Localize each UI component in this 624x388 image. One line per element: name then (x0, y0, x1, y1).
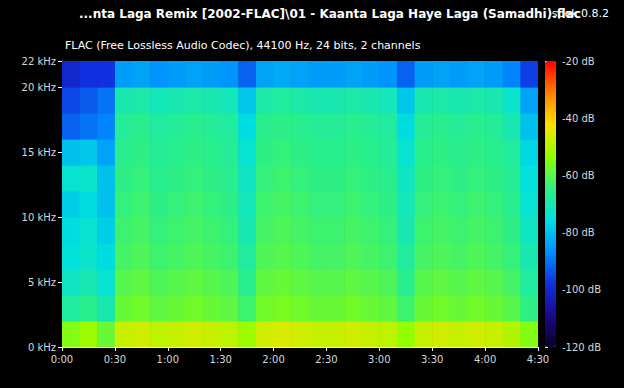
svg-text:0:00: 0:00 (51, 354, 73, 365)
svg-text:4:30: 4:30 (527, 354, 549, 365)
svg-text:spek 0.8.2: spek 0.8.2 (552, 7, 609, 20)
svg-text:-120 dB: -120 dB (562, 342, 601, 353)
svg-text:3:00: 3:00 (368, 354, 390, 365)
svg-text:2:30: 2:30 (315, 354, 337, 365)
svg-text:FLAC (Free Lossless Audio Code: FLAC (Free Lossless Audio Codec), 44100 … (65, 39, 421, 52)
svg-text:0 kHz: 0 kHz (28, 342, 56, 353)
svg-text:20 kHz: 20 kHz (22, 82, 56, 93)
svg-text:5 kHz: 5 kHz (28, 277, 56, 288)
svg-text:-20 dB: -20 dB (562, 56, 595, 67)
svg-text:...nta Laga Remix [2002-FLAC]\: ...nta Laga Remix [2002-FLAC]\01 - Kaant… (79, 7, 581, 21)
svg-text:0:30: 0:30 (104, 354, 126, 365)
svg-text:-80 dB: -80 dB (562, 227, 595, 238)
svg-text:2:00: 2:00 (262, 354, 284, 365)
svg-text:-100 dB: -100 dB (562, 284, 601, 295)
svg-text:-60 dB: -60 dB (562, 170, 595, 181)
svg-text:1:30: 1:30 (209, 354, 231, 365)
svg-text:1:00: 1:00 (157, 354, 179, 365)
svg-text:4:00: 4:00 (474, 354, 496, 365)
svg-text:10 kHz: 10 kHz (22, 212, 56, 223)
svg-text:22 kHz: 22 kHz (22, 56, 56, 67)
svg-text:3:30: 3:30 (421, 354, 443, 365)
svg-text:15 kHz: 15 kHz (22, 147, 56, 158)
svg-text:-40 dB: -40 dB (562, 113, 595, 124)
